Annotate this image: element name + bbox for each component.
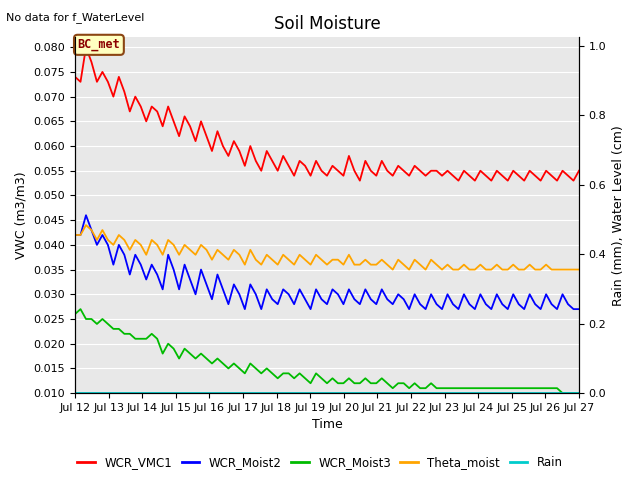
Text: BC_met: BC_met (77, 38, 120, 51)
Y-axis label: Rain (mm), Water Level (cm): Rain (mm), Water Level (cm) (612, 125, 625, 306)
Text: No data for f_WaterLevel: No data for f_WaterLevel (6, 12, 145, 23)
Title: Soil Moisture: Soil Moisture (274, 15, 380, 33)
Legend: WCR_VMC1, WCR_Moist2, WCR_Moist3, Theta_moist, Rain: WCR_VMC1, WCR_Moist2, WCR_Moist3, Theta_… (72, 452, 568, 474)
Y-axis label: VWC (m3/m3): VWC (m3/m3) (15, 171, 28, 259)
X-axis label: Time: Time (312, 419, 342, 432)
